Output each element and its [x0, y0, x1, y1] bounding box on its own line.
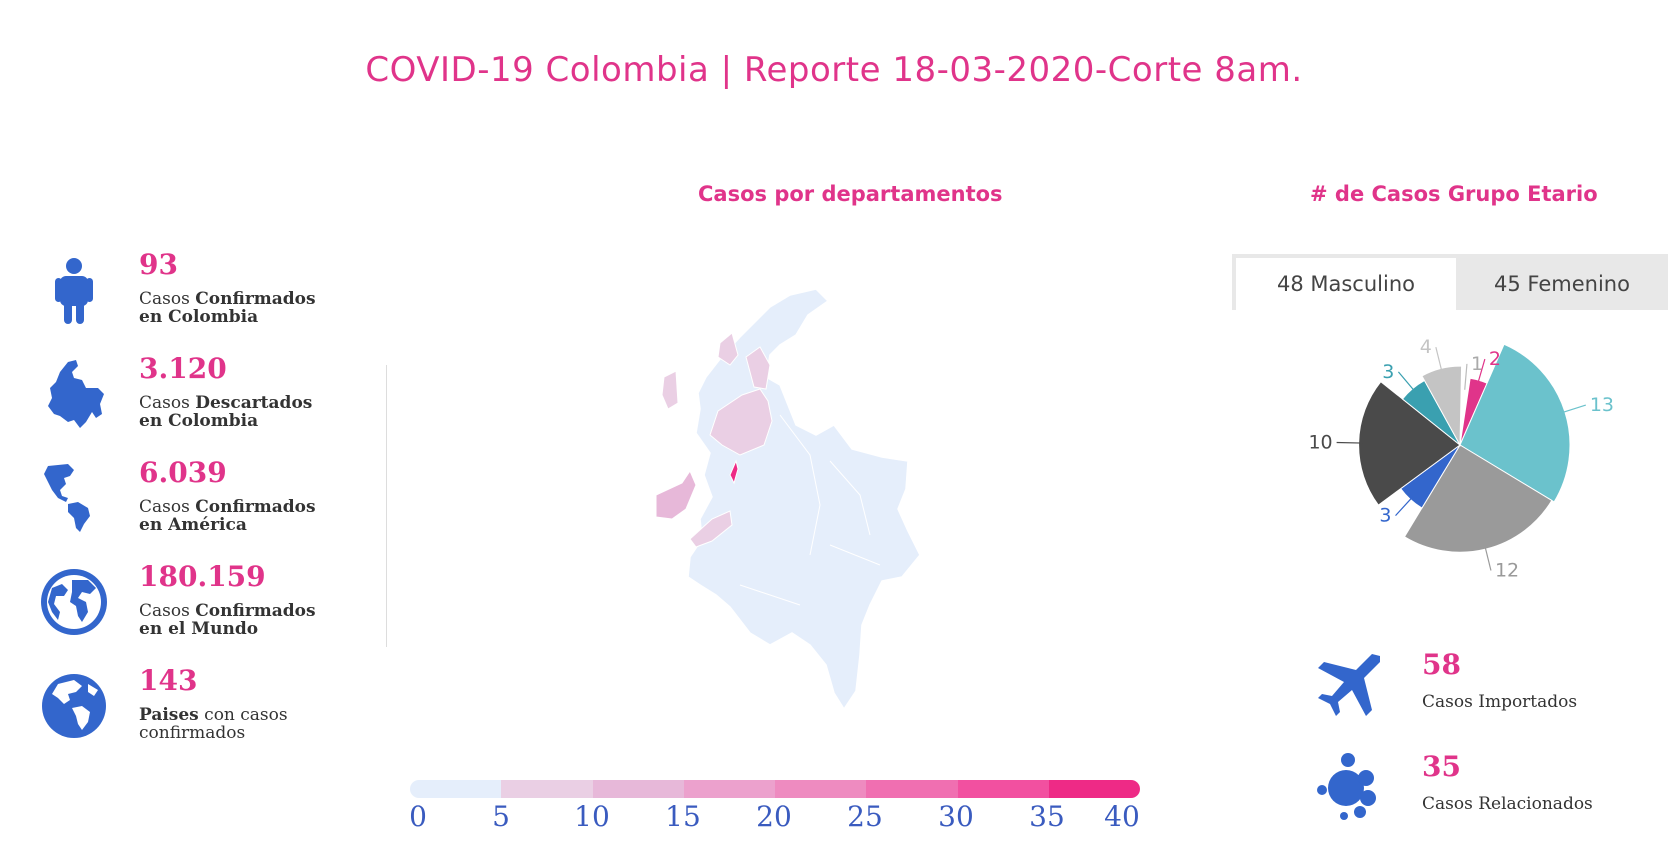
bubbles-icon	[1317, 753, 1376, 820]
legend-bin	[683, 780, 775, 798]
stat-countries-confirmed: 143 Paises con casos confirmados	[30, 664, 360, 754]
stat-value: 93	[139, 248, 178, 281]
map-cordoba[interactable]	[717, 332, 739, 366]
colombia-map-icon	[48, 360, 104, 428]
legend-tick: 25	[847, 800, 883, 833]
legend-tick: 35	[1029, 800, 1065, 833]
stat-discarded-colombia: 3.120 Casos Descartados en Colombia	[30, 352, 360, 442]
map-section-title: Casos por departamentos	[698, 182, 1003, 206]
stat-confirmed-colombia: 93 Casos Confirmados en Colombia	[30, 248, 360, 338]
legend-tick: 15	[665, 800, 701, 833]
map-magdalena-cesar[interactable]	[745, 346, 771, 390]
stat-related-cases: 35 Casos Relacionados	[1310, 750, 1650, 840]
legend-bin	[592, 780, 684, 798]
map-internal-border	[739, 414, 881, 606]
legend-tick: 20	[756, 800, 792, 833]
pie-label-connector	[1477, 358, 1486, 385]
page-title: COVID-19 Colombia | Reporte 18-03-2020-C…	[365, 50, 1303, 90]
stat-confirmed-america: 6.039 Casos Confirmados en América	[30, 456, 360, 546]
pie-label: 12	[1495, 559, 1519, 581]
vertical-divider	[386, 365, 387, 647]
pie-label-connector	[1435, 346, 1443, 373]
stat-label: Casos Descartados en Colombia	[139, 393, 313, 431]
pie-label-connector	[1395, 496, 1414, 517]
legend-bin	[410, 780, 502, 798]
map-huila-tolima[interactable]	[689, 510, 733, 548]
tab-femenino[interactable]: 45 Femenino	[1494, 272, 1630, 296]
americas-map-icon	[44, 464, 90, 532]
pie-label: 10	[1308, 432, 1332, 454]
stat-value: 180.159	[139, 560, 266, 593]
stat-imported-cases: 58 Casos Importados	[1310, 648, 1650, 738]
colombia-departments-map[interactable]	[620, 285, 980, 745]
stat-label: Casos Confirmados en América	[139, 497, 316, 535]
legend-bin	[501, 780, 593, 798]
pie-label-connector	[1397, 371, 1416, 393]
pie-label-connector	[1464, 363, 1468, 390]
pie-label: 4	[1420, 336, 1432, 358]
pie-slices	[1358, 343, 1571, 553]
gender-tabs: 48 Masculino 45 Femenino	[1232, 254, 1668, 310]
stat-label: Casos Confirmados en Colombia	[139, 289, 316, 327]
stat-confirmed-world: 180.159 Casos Confirmados en el Mundo	[30, 560, 360, 650]
map-bogota[interactable]	[729, 459, 739, 485]
pie-label: 3	[1382, 361, 1394, 383]
pie-label: 2	[1489, 348, 1501, 370]
stat-value: 6.039	[139, 456, 227, 489]
legend-tick: 30	[938, 800, 974, 833]
stat-value: 35	[1422, 750, 1461, 783]
legend-ticks: 0 5 10 15 20 25 30 35 40	[409, 800, 1140, 834]
legend-tick: 10	[574, 800, 610, 833]
pie-label-connector	[1484, 545, 1492, 571]
pie-label: 3	[1379, 505, 1391, 527]
legend-bin	[775, 780, 867, 798]
stat-label: Casos Importados	[1422, 692, 1578, 712]
legend-tick: 0	[409, 800, 427, 833]
globe-world-icon	[41, 569, 107, 635]
stat-label: Paises con casos confirmados	[139, 705, 288, 743]
tab-masculino[interactable]: 48 Masculino	[1236, 258, 1456, 310]
legend-tick: 40	[1104, 800, 1140, 833]
age-section-title: # de Casos Grupo Etario	[1310, 182, 1598, 206]
pie-label: 1	[1471, 353, 1483, 375]
map-valle-del-cauca[interactable]	[655, 469, 697, 520]
pie-labels: 1 2 13 12 3 10 3 4	[1308, 336, 1614, 581]
map-choco-strip[interactable]	[661, 370, 679, 410]
legend-bin	[866, 780, 958, 798]
legend-bin	[957, 780, 1049, 798]
pie-label-connector	[1560, 404, 1586, 414]
stat-value: 143	[139, 664, 198, 697]
legend-tick: 5	[492, 800, 510, 833]
stat-label: Casos Relacionados	[1422, 794, 1593, 814]
pie-label: 13	[1590, 394, 1614, 416]
stat-label: Casos Confirmados en el Mundo	[139, 601, 316, 639]
legend-bin	[1048, 780, 1140, 798]
globe-americas-icon	[42, 674, 106, 738]
pie-label-connector	[1336, 441, 1363, 444]
color-scale-legend	[410, 780, 1140, 798]
airplane-icon	[1318, 654, 1380, 716]
age-group-pie-chart[interactable]: 1 2 13 12 3 10 3 4	[1300, 330, 1620, 600]
stat-value: 3.120	[139, 352, 227, 385]
map-antioquia[interactable]	[709, 388, 773, 456]
person-icon	[55, 258, 93, 324]
stat-value: 58	[1422, 648, 1461, 681]
